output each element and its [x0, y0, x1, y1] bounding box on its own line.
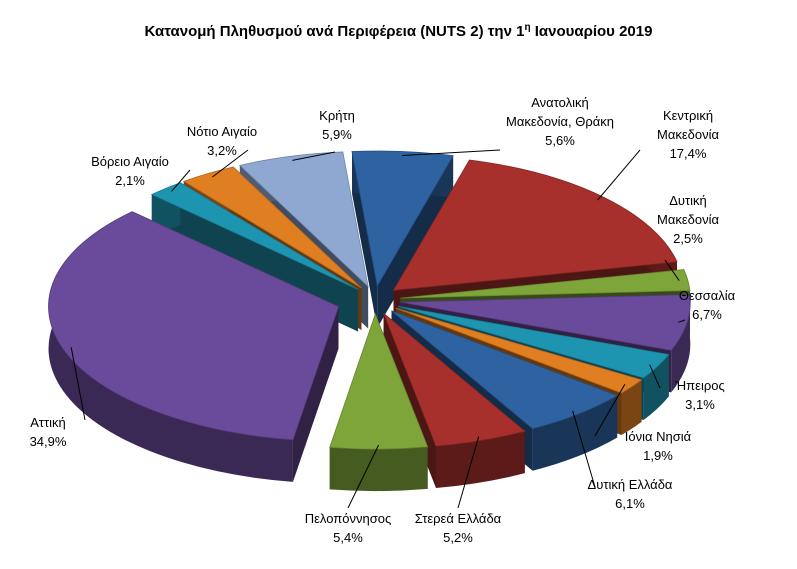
slice-label: Ήπειρος 3,1% — [674, 378, 724, 412]
pie-slice — [351, 150, 454, 288]
slice-name: Αττική — [30, 415, 66, 430]
slice-value: 34,9% — [30, 434, 67, 449]
leader-line — [572, 410, 596, 488]
slice-value: 3,1% — [685, 397, 715, 412]
slice-value: 17,4% — [670, 146, 707, 161]
slice-name: Μακεδονία — [657, 127, 719, 142]
slice-outer-wall — [671, 294, 691, 393]
slice-value: 6,1% — [615, 496, 645, 511]
leader-line — [457, 436, 480, 509]
slice-side-wall — [377, 155, 454, 328]
slice-label: Νότιο Αιγαίο 3,2% — [187, 124, 257, 158]
chart-title-end: Ιανουαρίου 2019 — [530, 23, 653, 40]
slice-name: Θεσσαλία — [679, 288, 736, 303]
slice-name: Κεντρική — [663, 108, 713, 123]
slice-label: Δυτική Ελλάδα 6,1% — [588, 477, 673, 511]
slice-name: Κρήτη — [319, 108, 355, 123]
slice-label: Αττική 34,9% — [30, 415, 67, 449]
slice-label: Κρήτη 5,9% — [319, 108, 355, 142]
slice-label: Πελοπόννησος 5,4% — [305, 511, 391, 545]
slice-name: Ανατολική — [531, 95, 589, 110]
slice-side-wall — [351, 151, 378, 328]
leader-line — [70, 347, 86, 421]
pie-slice — [48, 211, 340, 441]
pie-slice — [400, 294, 691, 351]
leader-line — [649, 364, 661, 389]
slice-label: Ανατολική Μακεδονία, Θράκη 5,6% — [506, 95, 614, 148]
pie-slice — [150, 182, 359, 290]
slice-value: 2,1% — [115, 173, 145, 188]
slice-value: 5,6% — [545, 133, 575, 148]
leader-lines — [70, 149, 686, 509]
leader-line — [678, 319, 686, 323]
slice-label: Κεντρική Μακεδονία 17,4% — [657, 108, 719, 161]
slice-value: 5,4% — [333, 530, 363, 545]
slice-labels: Ανατολική Μακεδονία, Θράκη 5,6% Κεντρική Μακ… — [30, 95, 736, 545]
slice-outer-wall — [621, 379, 642, 435]
chart-title-text: Κατανομή Πληθυσμού ανά Περιφέρεια (NUTS … — [144, 23, 525, 40]
slice-value: 1,9% — [643, 448, 673, 463]
slice-outer-wall — [643, 354, 669, 420]
slice-name: Μακεδονία, Θράκη — [506, 114, 614, 129]
slice-label: Ιόνια Νησιά 1,9% — [625, 429, 692, 463]
slice-value: 5,9% — [322, 127, 352, 142]
leader-line — [594, 383, 626, 437]
slice-name: Μακεδονία — [657, 212, 719, 227]
slice-value: 2,5% — [673, 231, 703, 246]
slice-side-wall — [292, 306, 339, 482]
slice-label: Δυτική Μακεδονία 2,5% — [657, 193, 719, 246]
leader-line — [292, 151, 336, 161]
slice-outer-wall — [329, 446, 428, 492]
slice-value: 6,7% — [692, 307, 722, 322]
chart-title: Κατανομή Πληθυσμού ανά Περιφέρεια (NUTS … — [0, 22, 797, 40]
slice-outer-wall — [532, 395, 618, 471]
slice-name: Δυτική — [669, 193, 707, 208]
leader-line — [597, 149, 641, 201]
slice-outer-wall — [436, 431, 525, 489]
slice-name: Δυτική Ελλάδα — [588, 477, 673, 492]
slice-label: Θεσσαλία 6,7% — [679, 288, 736, 322]
leader-line — [664, 259, 680, 281]
pie-slice — [391, 310, 619, 430]
chart-title-superscript: η — [524, 22, 531, 33]
pie-top-layer — [48, 150, 691, 450]
slice-label: Βόρειο Αιγαίο 2,1% — [91, 154, 169, 188]
slice-name: Ιόνια Νησιά — [625, 429, 692, 444]
pie-slice — [383, 312, 526, 447]
slice-name: Βόρειο Αιγαίο — [91, 154, 169, 169]
leader-line — [347, 444, 380, 509]
slice-value: 3,2% — [207, 143, 237, 158]
pie-slice — [182, 166, 362, 289]
pie-slice — [395, 307, 643, 394]
pie-slice — [329, 312, 429, 450]
slice-label: Στερεά Ελλάδα 5,2% — [415, 511, 502, 545]
slice-name: Πελοπόννησος — [305, 511, 391, 526]
slice-name: Στερεά Ελλάδα — [415, 511, 502, 526]
pie-slice — [397, 305, 670, 379]
pie-slice — [400, 269, 691, 299]
pie-slice — [392, 159, 678, 291]
leader-line — [212, 149, 249, 178]
slice-name: Ήπειρος — [674, 378, 724, 393]
pie-slice — [239, 151, 369, 288]
slice-outer-wall — [48, 211, 293, 482]
slice-value: 5,2% — [443, 530, 473, 545]
leader-line — [171, 169, 191, 192]
slice-name: Νότιο Αιγαίο — [187, 124, 257, 139]
leader-line — [402, 149, 501, 157]
